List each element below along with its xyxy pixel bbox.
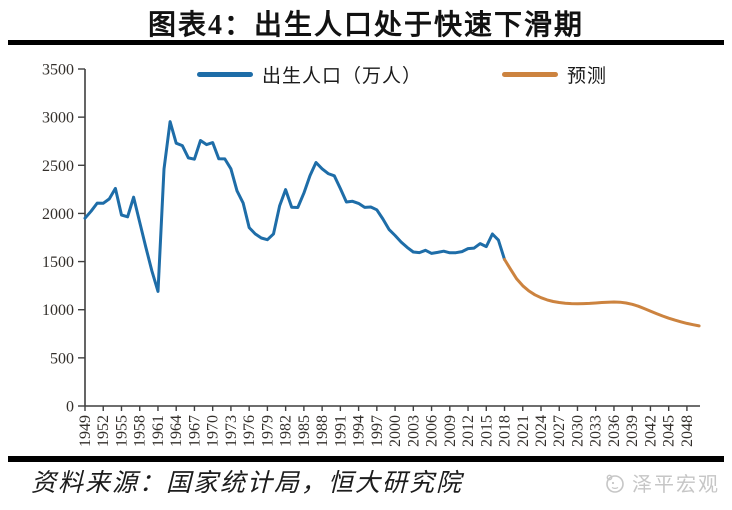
x-tick-label: 1958: [132, 415, 149, 447]
title-divider: [8, 40, 724, 45]
x-tick-label: 2030: [569, 415, 586, 447]
source-note: 资料来源：国家统计局，恒大研究院: [31, 470, 464, 497]
x-tick-label: 1973: [223, 415, 240, 447]
x-tick-label: 1964: [168, 415, 185, 447]
x-tick-label: 2027: [551, 415, 568, 447]
x-tick-label: 2042: [642, 415, 659, 447]
chart-title: 图表4：出生人口处于快速下滑期: [147, 10, 584, 41]
x-tick-label: 1997: [369, 415, 386, 447]
x-tick-label: 1985: [296, 415, 313, 447]
y-tick-label: 1500: [42, 254, 74, 271]
zeping-logo-icon: [606, 474, 624, 493]
x-tick-label: 2006: [424, 415, 441, 447]
y-tick-label: 1000: [42, 302, 74, 319]
x-tick-label: 1991: [332, 415, 349, 447]
watermark: 泽平宏观: [603, 468, 720, 497]
birth-population-chart: 0 500 1000 1500 2000 2500 3000 3500 1949 1952 1955…: [42, 62, 701, 447]
watermark-text: 泽平宏观: [632, 474, 720, 496]
x-tick-label: 2012: [460, 415, 477, 447]
legend-item-birth: 出生人口（万人）: [197, 61, 422, 88]
x-tick-label: 2018: [497, 415, 514, 447]
x-tick-label: 1949: [77, 415, 94, 447]
x-tick-label: 1982: [278, 415, 295, 447]
x-tick-label: 1976: [241, 415, 258, 447]
y-tick-label: 500: [50, 350, 74, 367]
x-tick-label: 2009: [442, 415, 459, 447]
x-tick-label: 2000: [387, 415, 404, 447]
birth-line: [83, 120, 506, 293]
x-tick-label: 2003: [405, 415, 422, 447]
x-tick-label: 1961: [150, 415, 167, 447]
x-tick-label: 1988: [314, 415, 331, 447]
x-tick-label: 2036: [606, 415, 623, 447]
x-tick-label: 1979: [259, 415, 276, 447]
y-tick-label: 3500: [42, 62, 74, 79]
y-tick-label: 2000: [42, 206, 74, 223]
legend-label-forecast: 预测: [567, 66, 608, 87]
y-tick-label: 2500: [42, 158, 74, 175]
x-tick-label: 2024: [533, 415, 550, 447]
x-tick-label: 2015: [478, 415, 495, 447]
footer-divider: [8, 456, 724, 462]
x-tick-label: 1955: [113, 415, 130, 447]
x-tick-label: 1994: [351, 415, 368, 447]
x-tick-label: 1952: [95, 415, 112, 447]
x-tick-label: 2048: [679, 415, 696, 447]
x-tick-label: 2039: [624, 415, 641, 447]
birth-line-swatch-icon: [197, 72, 253, 77]
legend-item-forecast: 预测: [502, 61, 607, 88]
y-tick-label: 3000: [42, 110, 74, 127]
forecast-line-swatch-icon: [502, 72, 558, 77]
y-tick-label: 0: [66, 399, 74, 416]
x-tick-label: 2033: [588, 415, 605, 447]
x-tick-label: 1967: [186, 415, 203, 447]
legend-label-birth: 出生人口（万人）: [262, 66, 423, 87]
x-tick-label: 1970: [205, 415, 222, 447]
forecast-line: [503, 257, 701, 328]
x-tick-label: 2021: [515, 415, 532, 447]
x-tick-label: 2045: [661, 415, 678, 447]
